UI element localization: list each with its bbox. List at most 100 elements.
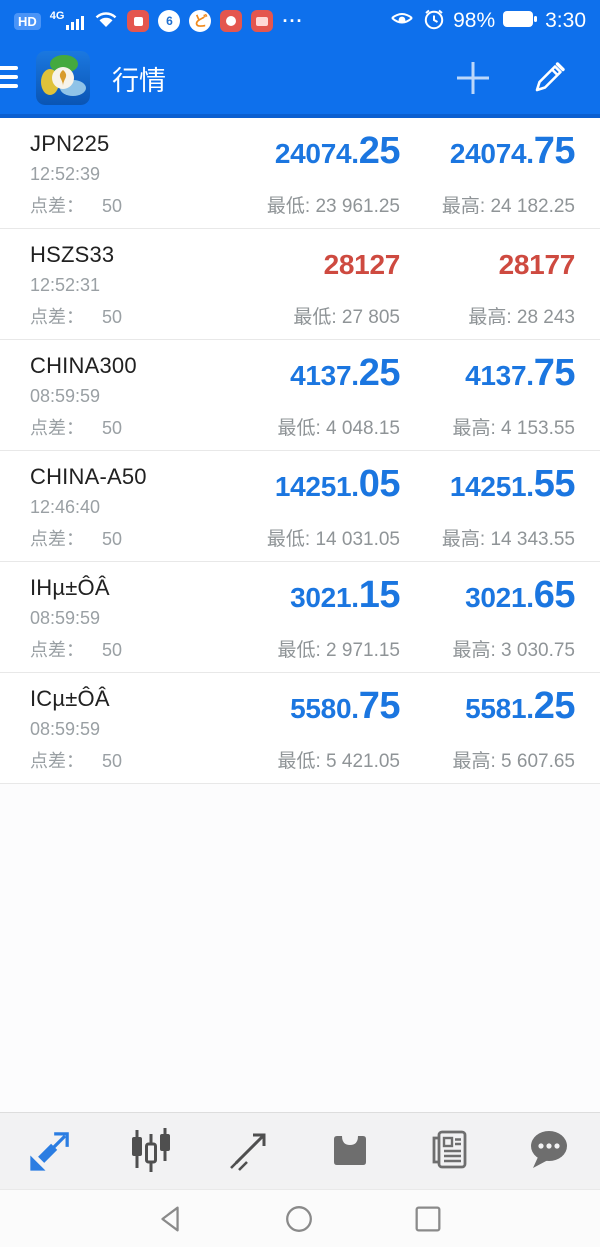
high-label: 最高: [452, 418, 496, 439]
spread-row: 点差： 50 [30, 303, 215, 329]
quote-row[interactable]: JPN225 12:52:39 点差： 50 24074.25 最低: 23 96… [0, 118, 600, 229]
ask-price-main: 24074. [449, 138, 534, 169]
ask-price: 5581.25 [465, 686, 575, 734]
candlestick-chart-icon [127, 1125, 175, 1178]
status-bar-right: 98% 3:30 [389, 7, 586, 36]
wifi-icon [94, 9, 118, 34]
ask-price-pips: 65 [533, 574, 576, 616]
quote-row-left: HSZS33 12:52:31 点差： 50 [30, 242, 215, 329]
spread-value: 50 [102, 529, 123, 549]
ask-column: 5581.25 最高: 5 607.65 [400, 686, 575, 773]
ask-price-main: 4137. [465, 360, 534, 391]
bid-price-pips: 05 [358, 463, 401, 505]
quote-row[interactable]: HSZS33 12:52:31 点差： 50 28127 最低: 27 805 2… [0, 229, 600, 340]
bid-column: 4137.25 最低: 4 048.15 [215, 353, 400, 440]
spread-label: 点差： [30, 751, 84, 771]
spread-label: 点差： [30, 640, 84, 660]
eye-comfort-icon [389, 8, 415, 35]
ask-price-pips: 55 [533, 463, 576, 505]
tab-messages[interactable] [522, 1125, 574, 1177]
quote-row[interactable]: IHµ±ÔÂ 08:59:59 点差： 50 3021.15 最低: 2 971.… [0, 562, 600, 673]
bid-price-main: 28127 [323, 249, 401, 280]
quote-row-left: CHINA300 08:59:59 点差： 50 [30, 353, 215, 440]
hamburger-menu-icon[interactable] [0, 66, 18, 88]
low-value: 23 961.25 [315, 196, 400, 217]
high-value: 24 182.25 [490, 196, 575, 217]
low-row: 最低: 14 031.05 [267, 524, 400, 551]
recents-icon[interactable] [410, 1201, 446, 1237]
low-value: 14 031.05 [315, 529, 400, 550]
high-value: 14 343.55 [490, 529, 575, 550]
low-label: 最低: [277, 751, 321, 772]
bid-price-pips: 25 [358, 352, 401, 394]
high-label: 最高: [452, 640, 496, 661]
spread-row: 点差： 50 [30, 525, 215, 551]
add-symbol-icon[interactable] [450, 55, 496, 101]
spread-value: 50 [102, 751, 123, 771]
quote-row[interactable]: CHINA300 08:59:59 点差： 50 4137.25 最低: 4 04… [0, 340, 600, 451]
ask-price-main: 28177 [498, 249, 576, 280]
alarm-icon [422, 7, 446, 36]
quote-row[interactable]: CHINA-A50 12:46:40 点差： 50 14251.05 最低: 14… [0, 451, 600, 562]
low-row: 最低: 4 048.15 [277, 413, 400, 440]
back-icon[interactable] [152, 1201, 188, 1237]
low-value: 2 971.15 [326, 640, 400, 661]
uc-browser-notification-icon: ど [189, 10, 212, 32]
tab-trade[interactable] [224, 1125, 276, 1177]
bid-price-main: 4137. [290, 360, 359, 391]
spread-row: 点差： 50 [30, 636, 215, 662]
high-row: 最高: 4 153.55 [452, 413, 575, 440]
tab-charts[interactable] [125, 1125, 177, 1177]
spread-value: 50 [102, 307, 123, 327]
low-row: 最低: 27 805 [293, 302, 400, 329]
empty-list-area [0, 784, 600, 1111]
ask-price-pips: 25 [533, 685, 576, 727]
high-label: 最高: [441, 196, 486, 217]
low-value: 5 421.05 [326, 751, 400, 772]
high-row: 最高: 5 607.65 [452, 746, 575, 773]
edit-symbols-icon[interactable] [526, 55, 572, 101]
quote-row-left: JPN225 12:52:39 点差： 50 [30, 131, 215, 218]
high-label: 最高: [452, 751, 496, 772]
quote-time: 12:46:40 [30, 497, 101, 517]
status-bar: HD 4G 6 ど ··· [0, 0, 600, 42]
battery-icon [502, 9, 538, 34]
ask-price-main: 5581. [465, 693, 534, 724]
history-inbox-icon [326, 1125, 374, 1178]
chat-bubble-icon [524, 1125, 572, 1178]
high-value: 4 153.55 [501, 418, 575, 439]
quote-time: 08:59:59 [30, 719, 101, 739]
spread-value: 50 [102, 640, 123, 660]
high-row: 最高: 14 343.55 [442, 524, 575, 551]
low-label: 最低: [266, 196, 311, 217]
bid-column: 24074.25 最低: 23 961.25 [215, 131, 401, 218]
tab-quotes[interactable] [26, 1125, 78, 1177]
spread-label: 点差： [30, 529, 84, 549]
high-label: 最高: [468, 307, 512, 328]
ask-price-main: 3021. [465, 582, 534, 613]
quote-row[interactable]: ICµ±ÔÂ 08:59:59 点差： 50 5580.75 最低: 5 421.… [0, 673, 600, 784]
news-icon [425, 1125, 473, 1178]
bid-column: 28127 最低: 27 805 [215, 242, 400, 329]
metatrader-logo[interactable] [36, 51, 90, 105]
symbol-name: CHINA300 [30, 353, 137, 378]
bid-price-pips: 75 [358, 685, 401, 727]
app-header: 行情 [0, 42, 600, 118]
ask-column: 28177 最高: 28 243 [400, 242, 575, 329]
quote-list: JPN225 12:52:39 点差： 50 24074.25 最低: 23 96… [0, 118, 600, 784]
bid-price: 28127 [323, 242, 401, 290]
tab-news[interactable] [423, 1125, 475, 1177]
bid-price-main: 5580. [290, 693, 359, 724]
bottom-toolbar [0, 1112, 600, 1189]
bid-price: 14251.05 [275, 463, 401, 512]
red-app-notification-icon [127, 10, 150, 32]
ask-column: 4137.75 最高: 4 153.55 [400, 353, 575, 440]
ask-column: 14251.55 最高: 14 343.55 [400, 463, 576, 551]
kuaishou-notification-icon [251, 10, 274, 32]
quotes-arrows-icon [26, 1123, 78, 1180]
high-value: 3 030.75 [501, 640, 575, 661]
home-icon[interactable] [281, 1201, 317, 1237]
tab-history[interactable] [324, 1125, 376, 1177]
quote-time: 08:59:59 [30, 608, 101, 628]
